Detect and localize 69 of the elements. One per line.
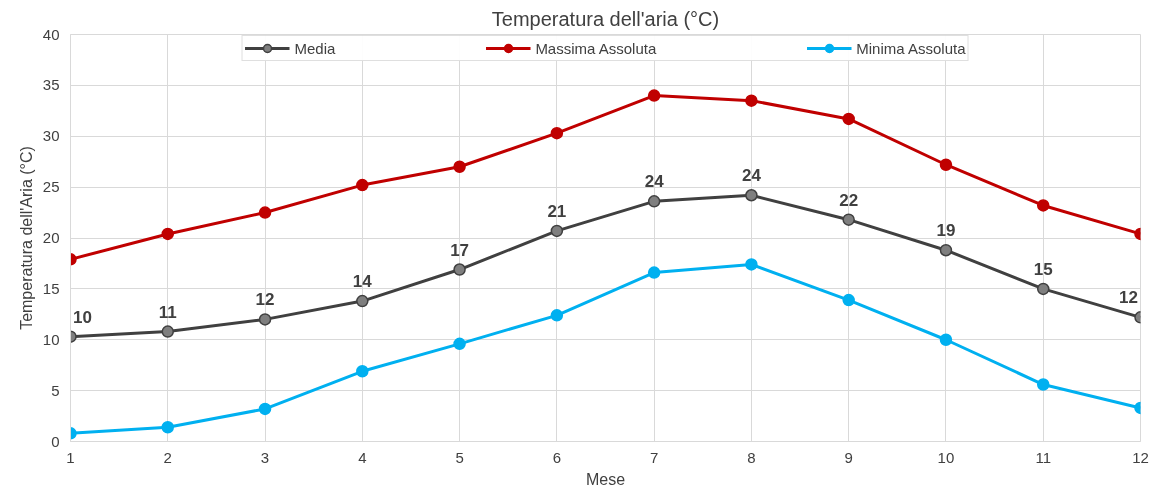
point — [647, 195, 661, 208]
x-tick-label: 12 — [1132, 448, 1149, 466]
point — [453, 263, 466, 276]
point — [745, 189, 758, 202]
point — [258, 402, 272, 416]
x-tick-label: 6 — [552, 448, 562, 466]
point — [550, 224, 564, 238]
x-tick-label: 9 — [844, 448, 853, 466]
data-label: 21 — [547, 201, 567, 221]
point — [161, 421, 175, 434]
data-label: 22 — [839, 190, 859, 210]
point — [1036, 199, 1050, 212]
data-label: 17 — [450, 240, 470, 260]
legend-label: Media — [294, 39, 336, 57]
x-tick-label: 10 — [937, 448, 955, 466]
point — [1036, 282, 1050, 296]
data-label: 12 — [1119, 288, 1138, 308]
y-tick-label: 35 — [42, 76, 60, 94]
point — [842, 112, 855, 126]
point — [258, 206, 272, 219]
point — [939, 333, 953, 346]
y-tick-label: 40 — [42, 25, 60, 43]
chart-title: Temperatura dell'aria (°C) — [491, 7, 720, 30]
point — [356, 178, 369, 192]
x-tick-label: 8 — [747, 448, 756, 466]
y-tick-label: 25 — [42, 178, 60, 196]
data-label: 19 — [936, 221, 956, 241]
y-tick-label: 30 — [42, 127, 60, 145]
x-tick-label: 11 — [1035, 448, 1052, 466]
x-tick-label: 3 — [260, 448, 270, 466]
y-tick-label: 15 — [42, 279, 60, 297]
point — [647, 89, 661, 102]
data-label: 15 — [1033, 259, 1053, 279]
point — [453, 337, 466, 351]
legend-label: Minima Assoluta — [856, 39, 966, 57]
data-label: 24 — [644, 172, 665, 192]
point — [161, 227, 175, 241]
point — [842, 213, 855, 226]
point — [745, 258, 758, 271]
x-tick-label: 7 — [649, 448, 659, 466]
data-label: 24 — [741, 166, 762, 186]
legend-label: Massima Assoluta — [535, 39, 657, 57]
data-label: 14 — [352, 272, 373, 292]
y-tick-label: 0 — [51, 432, 60, 450]
y-tick-label: 5 — [51, 381, 60, 399]
point — [939, 243, 953, 257]
x-tick-label: 5 — [455, 448, 464, 466]
y-axis-title: Temperatura dell'Aria (°C) — [17, 146, 35, 330]
y-tick-label: 20 — [42, 229, 60, 246]
point — [550, 309, 564, 322]
y-tick-label: 10 — [42, 330, 60, 348]
point — [453, 160, 466, 174]
point — [356, 294, 369, 308]
point — [161, 325, 175, 338]
point — [1036, 378, 1050, 391]
point — [842, 293, 855, 307]
point — [745, 94, 758, 107]
point — [258, 313, 272, 326]
data-label: 12 — [255, 290, 275, 310]
x-tick-label: 1 — [66, 448, 75, 466]
point — [647, 266, 661, 279]
x-tick-label: 2 — [163, 448, 172, 466]
x-tick-label: 4 — [358, 448, 367, 466]
data-label: 11 — [158, 302, 177, 322]
point — [356, 365, 369, 378]
x-axis-title: Mese — [585, 470, 626, 488]
point — [550, 126, 564, 140]
point — [939, 158, 953, 171]
data-label: 10 — [73, 307, 92, 327]
